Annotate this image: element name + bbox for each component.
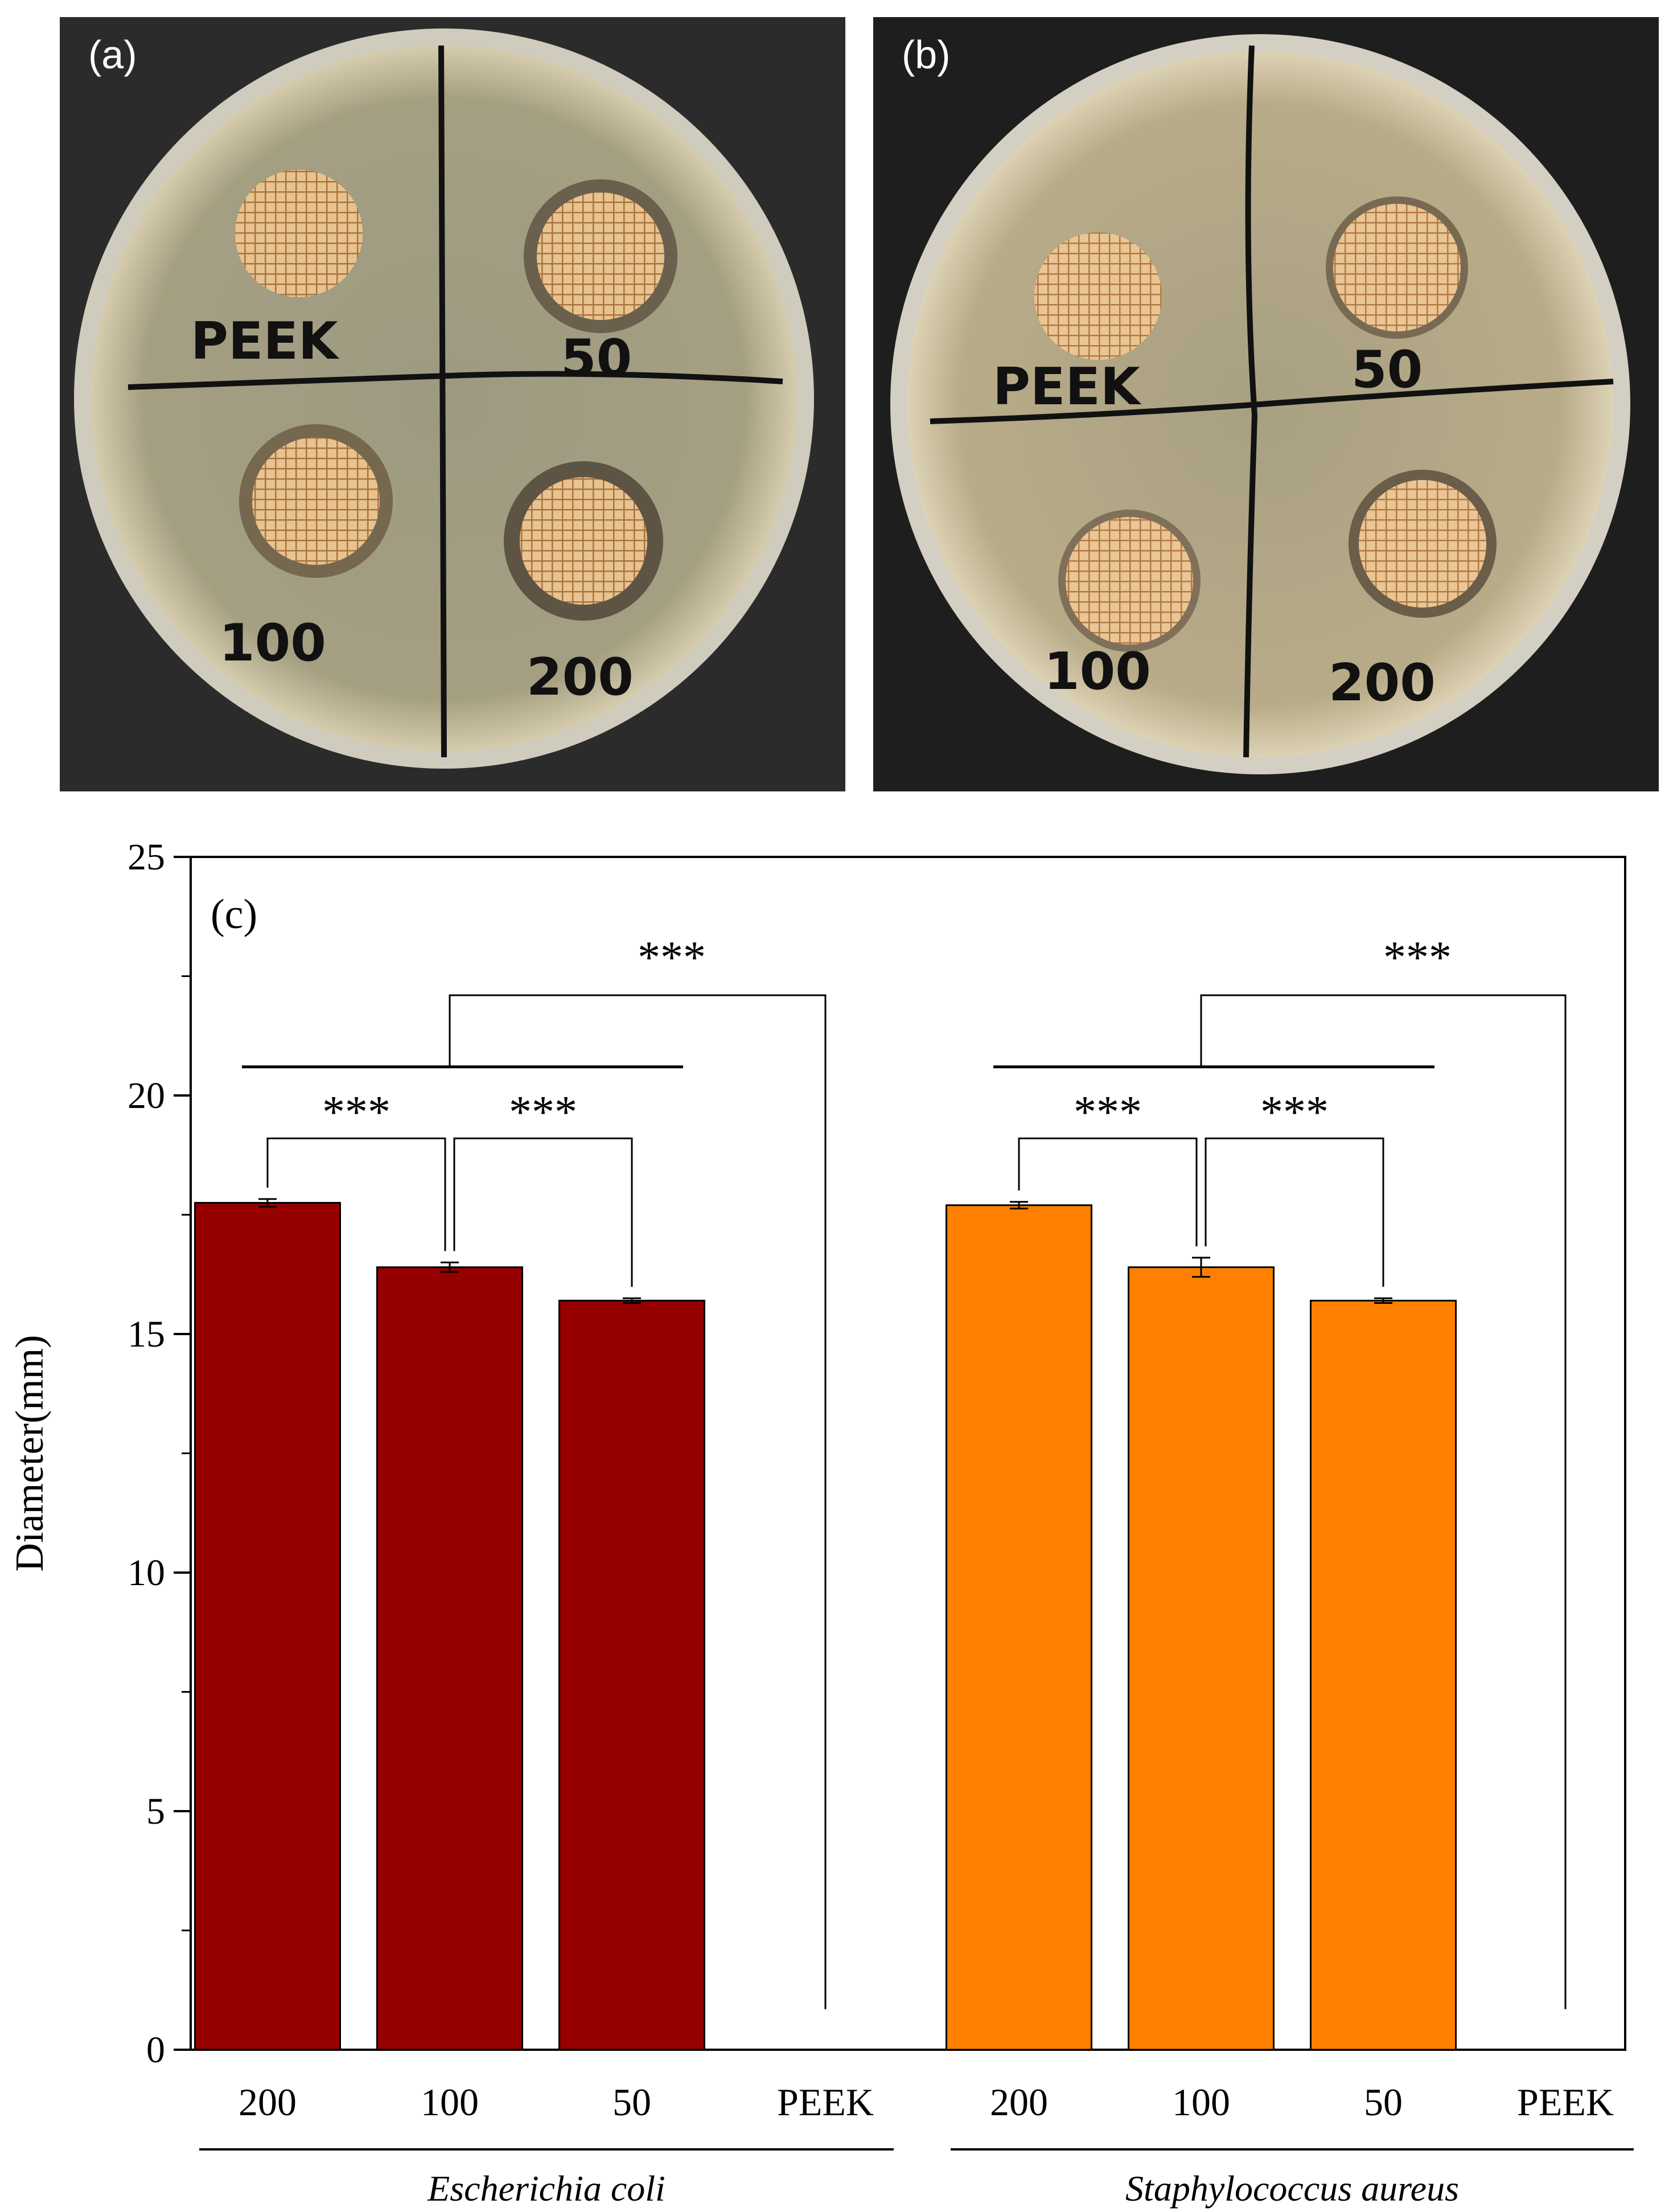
bar-ecoli-50 [558, 1299, 705, 2051]
disk-200 [1359, 480, 1486, 608]
marker-line-horizontal [128, 371, 783, 390]
disk-peek [235, 170, 363, 297]
significance-stars-ecoli-200-100: *** [322, 1087, 390, 1137]
disk-label-peek: PEEK [993, 357, 1142, 417]
y-tick-label: 0 [146, 2029, 165, 2071]
marker-line-vertical [438, 45, 447, 758]
group-label-saureus: Staphylococcus aureus [1125, 2168, 1459, 2209]
bar-ecoli-200 [194, 1202, 341, 2051]
petri-dish-b-image: PEEK 50 100 200 (b) [873, 17, 1659, 791]
disk-label-100: 100 [1044, 642, 1151, 701]
significance-bracket-saureus-100-50 [1205, 1137, 1384, 1287]
y-tick-label: 10 [128, 1552, 165, 1594]
petri-dish-a-image: PEEK 50 100 200 (a) [60, 17, 845, 791]
significance-stars-ecoli-vs-peek: *** [638, 933, 706, 983]
disk-label-200: 200 [1329, 653, 1436, 713]
disk-label-peek: PEEK [191, 311, 340, 371]
petri-dish-photo-b: PEEK 50 100 200 (b) [873, 17, 1659, 791]
disk-200 [520, 477, 647, 605]
y-tick-label: 20 [128, 1075, 165, 1117]
disk-label-100: 100 [219, 613, 326, 673]
panel-label-b: (b) [902, 32, 951, 77]
y-tick-label: 5 [146, 1791, 165, 1832]
significance-bracket-ecoli-vs-peek [449, 994, 827, 2009]
x-tick-label-saureus-50: 50 [1364, 2080, 1403, 2124]
x-tick-label-saureus-PEEK: PEEK [1517, 2080, 1614, 2124]
disk-label-50: 50 [561, 329, 632, 388]
significance-bracket-saureus-vs-peek [1200, 994, 1567, 2009]
bar-saureus-100 [1128, 1266, 1275, 2051]
significance-stars-saureus-100-50: *** [1260, 1087, 1329, 1137]
y-axis-label: Diameter(mm) [8, 1335, 52, 1572]
significance-bracket-saureus-200-100 [1018, 1137, 1198, 1246]
bar-saureus-50 [1310, 1299, 1457, 2051]
petri-dish-photo-a: PEEK 50 100 200 (a) [60, 17, 845, 791]
marker-line-vertical [1243, 45, 1258, 758]
disk-100 [252, 437, 380, 565]
y-tick-label: 15 [128, 1314, 165, 1355]
panel-label-a: (a) [88, 32, 137, 77]
disk-peek [1034, 232, 1162, 360]
significance-bracket-ecoli-200-100 [266, 1137, 446, 1251]
significance-stars-ecoli-100-50: *** [509, 1087, 577, 1137]
significance-bracket-ecoli-100-50 [453, 1137, 633, 1287]
disk-50 [537, 192, 664, 320]
significance-stars-saureus-200-100: *** [1074, 1087, 1142, 1137]
bar-ecoli-100 [376, 1266, 523, 2051]
x-tick-label-ecoli-100: 100 [421, 2080, 479, 2124]
significance-stars-saureus-vs-peek: *** [1383, 933, 1452, 983]
x-tick-label-ecoli-PEEK: PEEK [777, 2080, 874, 2124]
x-tick-label-ecoli-200: 200 [239, 2080, 297, 2124]
bar-chart: 0 5 10 15 20 25 Diameter(mm) (c) 200 100 50 PEEK Esc… [8, 836, 1634, 2209]
x-tick-label-saureus-100: 100 [1172, 2080, 1230, 2124]
x-tick-label-saureus-200: 200 [990, 2080, 1048, 2124]
group-label-ecoli: Escherichia coli [427, 2168, 665, 2209]
x-tick-label-ecoli-50: 50 [613, 2080, 651, 2124]
bar-chart-panel-c: 0 5 10 15 20 25 Diameter(mm) (c) 200 100 50 PEEK Esc… [0, 814, 1673, 2212]
disk-label-200: 200 [527, 647, 634, 707]
panel-label-c: (c) [211, 891, 257, 938]
disk-label-50: 50 [1351, 340, 1423, 400]
bar-saureus-200 [946, 1204, 1092, 2051]
disk-50 [1333, 204, 1461, 331]
disk-100 [1066, 517, 1193, 645]
marker-line-horizontal [930, 379, 1614, 424]
y-tick-label: 25 [128, 836, 165, 878]
